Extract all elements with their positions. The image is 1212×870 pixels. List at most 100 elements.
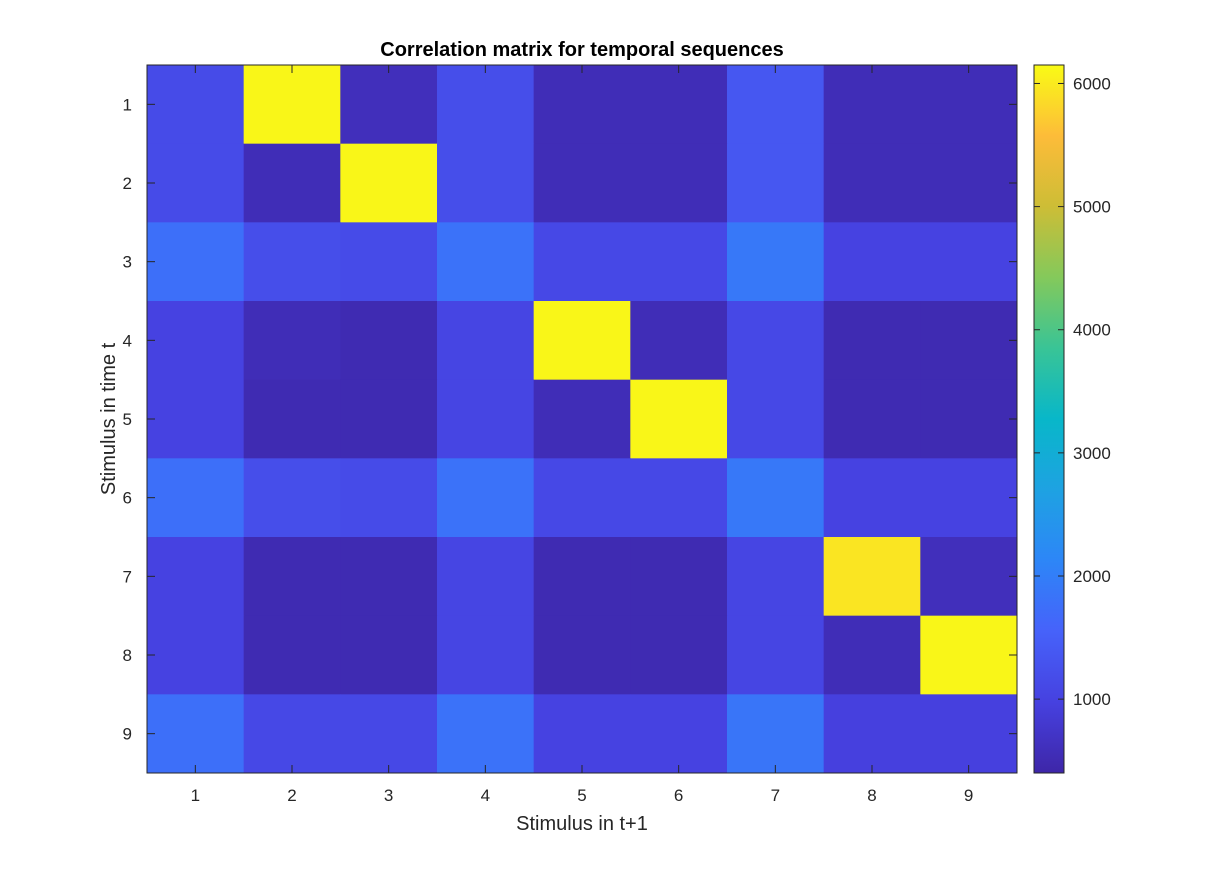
heatmap-cell bbox=[630, 537, 728, 617]
heatmap-cell bbox=[920, 222, 1018, 302]
colorbar-ticks: 1000 2000 3000 4000 5000 6000 bbox=[1034, 74, 1111, 709]
heatmap-cell bbox=[437, 143, 535, 223]
heatmap-cell bbox=[727, 65, 825, 145]
heatmap-cell bbox=[727, 458, 825, 538]
heatmap-cell bbox=[823, 301, 921, 381]
heatmap-cell bbox=[437, 222, 535, 302]
heatmap-cell bbox=[823, 379, 921, 459]
x-tick-label: 7 bbox=[771, 786, 780, 805]
heatmap-cell bbox=[920, 537, 1018, 617]
heatmap-cell bbox=[533, 65, 631, 145]
heatmap-cell bbox=[630, 615, 728, 695]
heatmap-cell bbox=[437, 458, 535, 538]
colorbar-tick-label: 3000 bbox=[1073, 444, 1111, 463]
heatmap-cell bbox=[340, 458, 438, 538]
heatmap-cell bbox=[147, 694, 245, 774]
heatmap-cell bbox=[147, 537, 245, 617]
heatmap-cell bbox=[147, 65, 245, 145]
heatmap-cell bbox=[823, 537, 921, 617]
heatmap-cell bbox=[920, 301, 1018, 381]
heatmap-cell bbox=[437, 65, 535, 145]
heatmap-cell bbox=[437, 379, 535, 459]
heatmap-cell bbox=[147, 615, 245, 695]
heatmap-cell bbox=[533, 694, 631, 774]
heatmap-cell bbox=[147, 379, 245, 459]
heatmap-cell bbox=[823, 222, 921, 302]
heatmap-cell bbox=[727, 301, 825, 381]
y-tick-label: 6 bbox=[123, 489, 132, 508]
colorbar-tick-label: 5000 bbox=[1073, 198, 1111, 217]
heatmap-cell bbox=[630, 458, 728, 538]
heatmap-cell bbox=[340, 65, 438, 145]
y-tick-label: 3 bbox=[123, 253, 132, 272]
heatmap-cell bbox=[340, 143, 438, 223]
heatmap-cell bbox=[630, 143, 728, 223]
heatmap-cell bbox=[243, 537, 341, 617]
heatmap-cell bbox=[533, 301, 631, 381]
heatmap-cell bbox=[340, 379, 438, 459]
heatmap-cell bbox=[243, 301, 341, 381]
x-tick-label: 6 bbox=[674, 786, 683, 805]
heatmap-cell bbox=[533, 615, 631, 695]
heatmap-cell bbox=[533, 222, 631, 302]
heatmap-cell bbox=[920, 694, 1018, 774]
heatmap-cell bbox=[630, 65, 728, 145]
heatmap-cells bbox=[147, 65, 1018, 774]
heatmap-cell bbox=[437, 301, 535, 381]
y-tick-label: 9 bbox=[123, 725, 132, 744]
heatmap-cell bbox=[147, 143, 245, 223]
x-tick-label: 9 bbox=[964, 786, 973, 805]
heatmap-cell bbox=[533, 143, 631, 223]
heatmap-cell bbox=[823, 458, 921, 538]
heatmap-cell bbox=[437, 537, 535, 617]
heatmap-cell bbox=[727, 379, 825, 459]
y-tick-label: 7 bbox=[123, 567, 132, 586]
y-tick-label: 1 bbox=[123, 95, 132, 114]
y-tick-label: 5 bbox=[123, 410, 132, 429]
heatmap-cell bbox=[437, 694, 535, 774]
x-tick-label: 3 bbox=[384, 786, 393, 805]
heatmap-cell bbox=[533, 458, 631, 538]
chart-title: Correlation matrix for temporal sequence… bbox=[380, 39, 783, 61]
heatmap-cell bbox=[630, 301, 728, 381]
heatmap-cell bbox=[727, 222, 825, 302]
x-axis-label: Stimulus in t+1 bbox=[516, 813, 648, 835]
colorbar-tick-label: 6000 bbox=[1073, 74, 1111, 93]
heatmap-cell bbox=[243, 143, 341, 223]
y-tick-label: 2 bbox=[123, 174, 132, 193]
heatmap-cell bbox=[823, 65, 921, 145]
heatmap-cell bbox=[630, 222, 728, 302]
x-tick-label: 2 bbox=[287, 786, 296, 805]
heatmap-cell bbox=[147, 458, 245, 538]
heatmap-cell bbox=[727, 537, 825, 617]
heatmap-cell bbox=[727, 143, 825, 223]
heatmap-cell bbox=[920, 458, 1018, 538]
colorbar bbox=[1033, 64, 1065, 774]
heatmap-cell bbox=[437, 615, 535, 695]
colorbar-tick-label: 1000 bbox=[1073, 690, 1111, 709]
heatmap-cell bbox=[630, 379, 728, 459]
heatmap-cell bbox=[243, 65, 341, 145]
heatmap-cell bbox=[727, 694, 825, 774]
heatmap-cell bbox=[920, 65, 1018, 145]
heatmap-cell bbox=[340, 222, 438, 302]
x-tick-label: 1 bbox=[191, 786, 200, 805]
heatmap-cell bbox=[340, 615, 438, 695]
axis-ticks bbox=[147, 65, 1017, 773]
heatmap-cell bbox=[340, 537, 438, 617]
colorbar-tick-label: 2000 bbox=[1073, 567, 1111, 586]
heatmap-cell bbox=[147, 222, 245, 302]
heatmap-cell bbox=[147, 301, 245, 381]
heatmap-cell bbox=[243, 222, 341, 302]
heatmap-cell bbox=[823, 143, 921, 223]
x-tick-labels: 1 2 3 4 5 6 7 8 9 bbox=[191, 786, 974, 805]
heatmap-cell bbox=[243, 458, 341, 538]
heatmap-cell bbox=[340, 301, 438, 381]
heatmap-cell bbox=[340, 694, 438, 774]
x-tick-label: 5 bbox=[577, 786, 586, 805]
heatmap-cell bbox=[243, 694, 341, 774]
y-axis-label: Stimulus in time t bbox=[98, 342, 120, 495]
heatmap-cell bbox=[920, 379, 1018, 459]
heatmap-cell bbox=[823, 694, 921, 774]
